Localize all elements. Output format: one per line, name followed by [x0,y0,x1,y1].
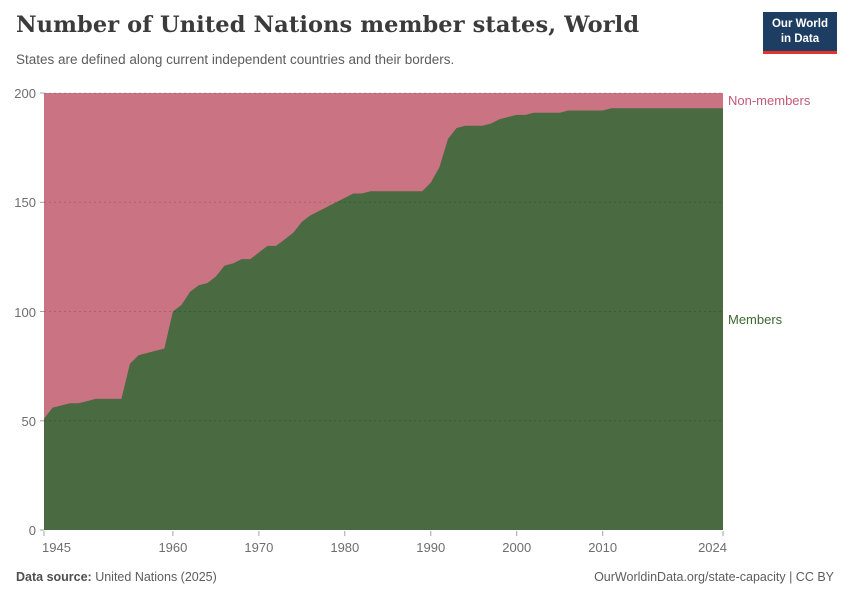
y-tick-label: 50 [21,413,36,429]
owid-logo: Our World in Data [762,12,837,54]
members-area [44,108,723,531]
x-tick-label: 1990 [416,540,446,555]
page-title: Number of United Nations member states, … [16,12,640,38]
page-subtitle: States are defined along current indepen… [16,52,455,67]
x-tick-label: 1970 [244,540,274,555]
series-label-members: Members [728,312,783,327]
x-tick-label: 2000 [502,540,532,555]
x-tick-label: 1980 [330,540,360,555]
x-tick-label: 1960 [158,540,188,555]
x-tick-label: 1945 [42,540,71,555]
x-tick-label: 2024 [698,540,727,555]
y-tick-label: 150 [14,195,36,211]
data-source-label: Data source: [16,570,92,584]
credit-note: OurWorldinData.org/state-capacity | CC B… [594,570,834,584]
data-source-value: United Nations (2025) [91,570,217,584]
y-tick-label: 0 [28,523,36,538]
owid-logo-line1: Our World [771,18,828,30]
series-label-non-members: Non-members [728,93,811,108]
data-source-note: Data source: United Nations (2025) [16,570,217,584]
y-tick-label: 200 [14,86,36,101]
y-tick-label: 100 [14,304,36,320]
owid-logo-line2: in Data [780,32,820,45]
x-tick-label: 2010 [588,540,618,555]
